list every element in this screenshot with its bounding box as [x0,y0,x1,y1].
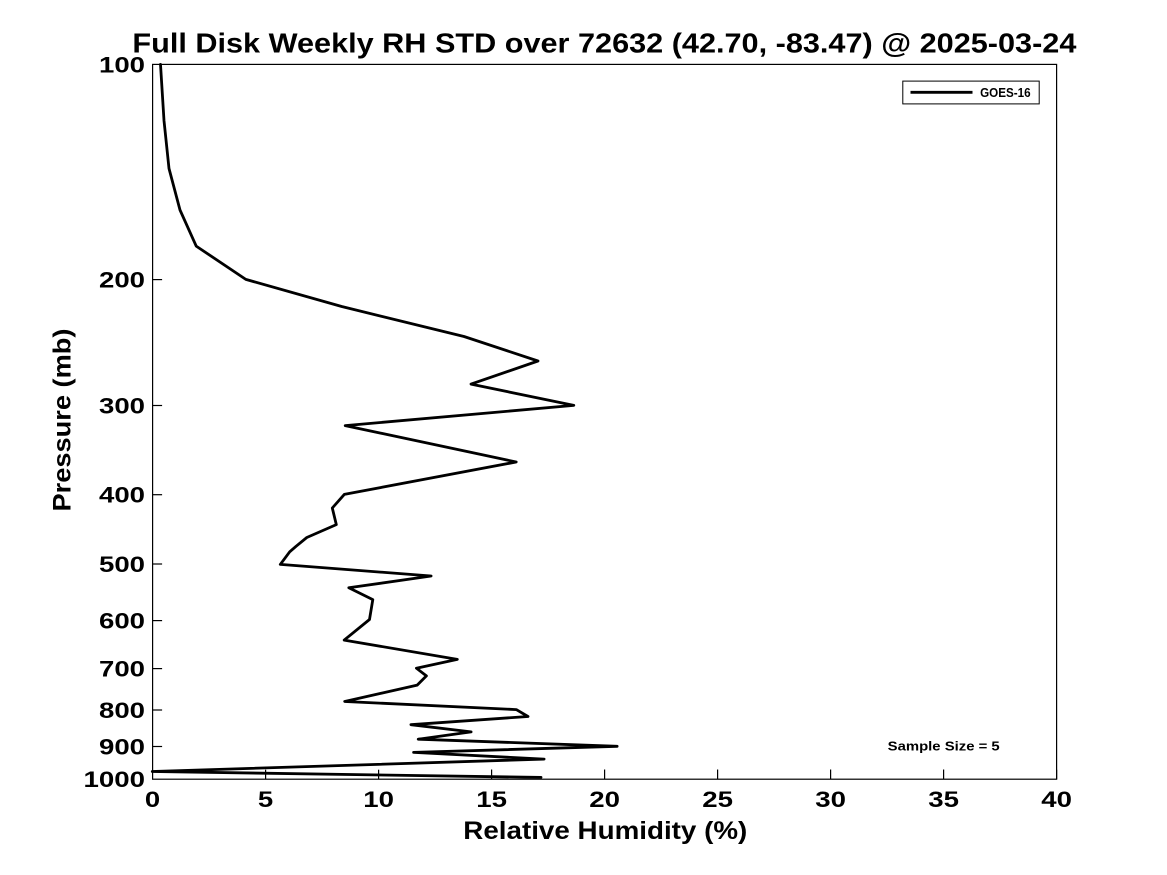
svg-text:Sample Size = 5: Sample Size = 5 [888,738,1000,753]
svg-text:600: 600 [99,609,145,634]
svg-text:35: 35 [928,787,959,812]
svg-text:400: 400 [99,483,145,508]
svg-text:30: 30 [815,787,846,812]
svg-text:15: 15 [476,787,507,812]
svg-text:100: 100 [99,52,145,77]
svg-text:GOES-16: GOES-16 [980,86,1031,100]
svg-text:500: 500 [99,552,145,577]
svg-text:900: 900 [99,734,145,759]
svg-text:25: 25 [702,787,733,812]
svg-text:20: 20 [589,787,620,812]
svg-text:5: 5 [258,787,273,812]
svg-text:Pressure (mb): Pressure (mb) [49,329,77,512]
svg-text:0: 0 [145,787,160,812]
svg-text:200: 200 [99,268,145,293]
svg-text:800: 800 [99,698,145,723]
svg-text:40: 40 [1041,787,1072,812]
svg-text:Full Disk Weekly RH STD over 7: Full Disk Weekly RH STD over 72632 (42.7… [132,27,1077,58]
svg-text:1000: 1000 [84,767,146,792]
svg-text:Relative Humidity (%): Relative Humidity (%) [463,817,747,845]
svg-text:700: 700 [99,657,145,682]
svg-text:300: 300 [99,393,145,418]
svg-text:10: 10 [363,787,394,812]
